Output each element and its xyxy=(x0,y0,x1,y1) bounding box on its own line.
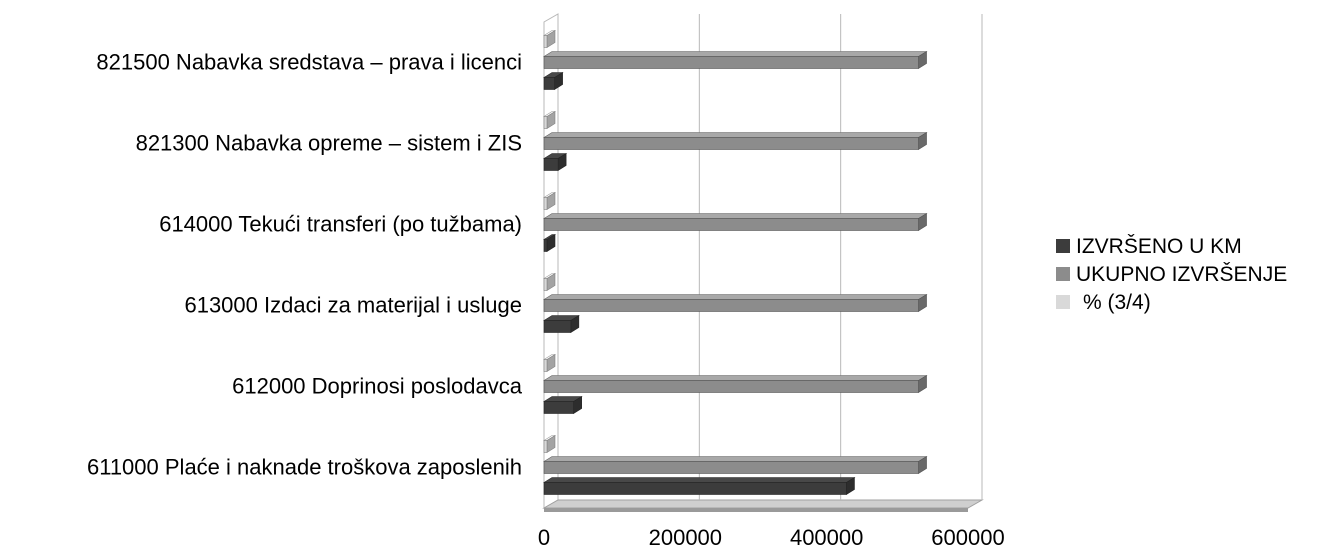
legend-label: % (3/4) xyxy=(1083,291,1151,314)
legend-swatch xyxy=(1056,267,1070,281)
bar-ukupno-izvrsenje xyxy=(542,212,928,232)
legend-swatch xyxy=(1056,295,1070,309)
bar-ukupno-izvrsenje xyxy=(542,293,928,313)
x-axis-tick-labels: 0 200000 400000 600000 xyxy=(538,525,1005,550)
bar-percent xyxy=(542,434,557,454)
legend-item[interactable]: IZVRŠENO U KM xyxy=(1056,235,1242,258)
bar-percent xyxy=(542,353,557,373)
bar-ukupno-izvrsenje xyxy=(542,131,928,151)
bar-izvrseno-u-km xyxy=(542,71,564,91)
legend-label: UKUPNO IZVRŠENJE xyxy=(1076,263,1287,286)
grid-layer xyxy=(542,13,984,512)
category-label: 613000 Izdaci za materijal i usluge xyxy=(184,293,522,318)
bars-layer xyxy=(542,29,928,496)
legend-label: IZVRŠENO U KM xyxy=(1076,235,1242,258)
bar-percent xyxy=(542,110,557,130)
bar-percent xyxy=(542,272,557,292)
category-label: 611000 Plaće i naknade troškova zaposlen… xyxy=(87,455,522,480)
bar-ukupno-izvrsenje xyxy=(542,50,928,70)
x-tick-label: 200000 xyxy=(649,525,722,550)
floor-edge xyxy=(544,508,968,512)
floor xyxy=(542,499,984,509)
bar-izvrseno-u-km xyxy=(542,395,583,415)
category-label: 614000 Tekući transferi (po tužbama) xyxy=(159,212,522,237)
legend-item[interactable]: % (3/4) xyxy=(1056,291,1151,314)
bar-izvrseno-u-km xyxy=(542,314,580,334)
bar-ukupno-izvrsenje xyxy=(542,455,928,475)
x-tick-label: 0 xyxy=(538,525,550,550)
bar-izvrseno-u-km xyxy=(542,233,557,253)
legend[interactable]: IZVRŠENO U KM UKUPNO IZVRŠENJE % (3/4) xyxy=(1056,235,1287,314)
bar-percent xyxy=(542,191,557,211)
legend-swatch xyxy=(1056,239,1070,253)
category-label: 821500 Nabavka sredstava – prava i licen… xyxy=(96,50,522,75)
category-label: 821300 Nabavka opreme – sistem i ZIS xyxy=(136,131,522,156)
x-tick-label: 600000 xyxy=(931,525,1004,550)
category-labels: 611000 Plaće i naknade troškova zaposlen… xyxy=(87,50,523,480)
bar-ukupno-izvrsenje xyxy=(542,374,928,394)
x-tick-label: 400000 xyxy=(790,525,863,550)
category-label: 612000 Doprinosi poslodavca xyxy=(232,374,523,399)
bar-izvrseno-u-km xyxy=(542,152,568,172)
bar-percent xyxy=(542,29,557,49)
legend-item[interactable]: UKUPNO IZVRŠENJE xyxy=(1056,263,1287,286)
bar-izvrseno-u-km xyxy=(542,476,856,496)
